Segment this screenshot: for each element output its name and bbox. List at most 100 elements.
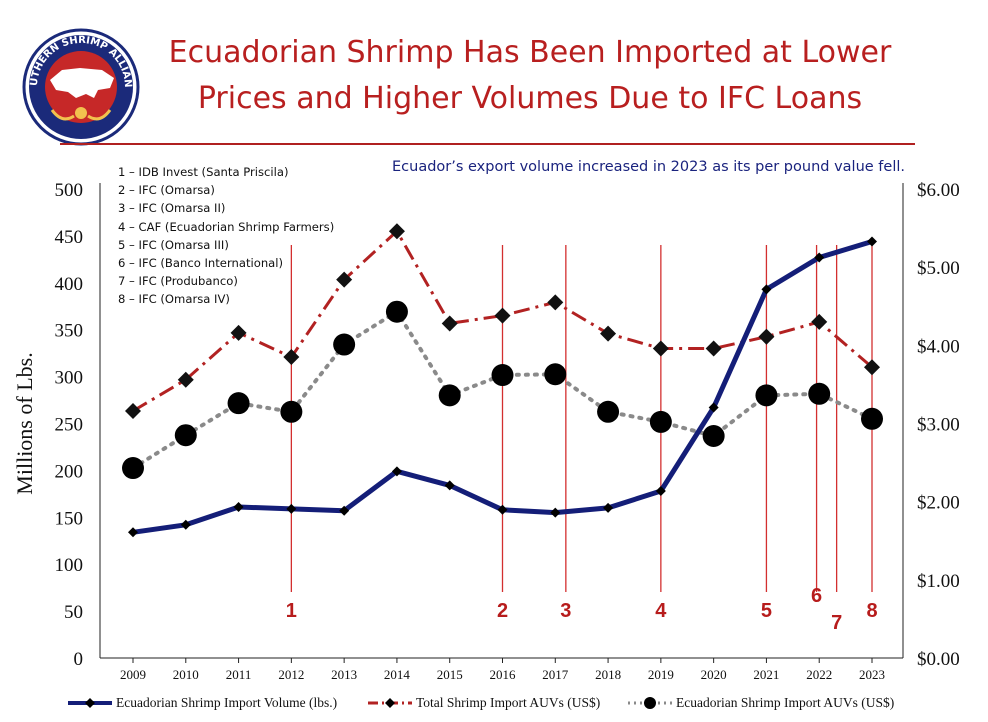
y-tick-label-left: 450 [55,227,84,248]
x-tick-label: 2020 [701,667,727,682]
volume-point [867,236,877,247]
loan-item-8: 8 – IFC (Omarsa IV) [118,292,230,307]
ecuador-auv-point [861,407,883,430]
title-divider [60,143,915,145]
event-marker-label: 6 [811,585,822,607]
event-marker-label: 8 [866,600,877,622]
event-marker-label: 4 [655,600,667,622]
y-tick-label-left: 100 [55,555,84,576]
x-tick-label: 2022 [806,667,832,682]
total-auv-point [494,307,511,324]
legend-label-total-auv: Total Shrimp Import AUVs (US$) [416,695,601,710]
volume-point [761,284,772,295]
ecuador-auv-point [174,424,197,447]
loan-item-2: 2 – IFC (Omarsa) [118,183,215,198]
total-auv-point [336,271,353,288]
y-tick-label-left: 400 [55,274,84,295]
y-tick-label-left: 200 [55,461,84,482]
loan-item-6: 6 – IFC (Banco International) [118,256,284,271]
legend-swatch-ecuador-auv [628,697,672,709]
volume-point [603,502,614,513]
ecuador-auv-point [808,382,831,405]
total-auv-point [758,328,775,345]
ecuador-auv-point [755,384,778,407]
total-auv-point [547,294,564,311]
total-auv-point [811,313,828,330]
chart-subtitle: Ecuador’s export volume increased in 202… [392,159,905,175]
volume-point [708,402,719,413]
x-tick-label: 2016 [490,667,517,682]
page-title: Ecuadorian Shrimp Has Been Imported at L… [150,30,910,122]
total-auv-point [705,340,722,357]
southern-shrimp-alliance-logo: SOUTHERN SHRIMP ALLIANCE [22,28,140,146]
total-auv-point [652,340,669,357]
total-auv-point [230,324,247,341]
title-line-1: Ecuadorian Shrimp Has Been Imported at L… [168,35,892,70]
y-axis-title: Millions of Lbs. [12,352,37,494]
x-tick-label: 2021 [753,667,779,682]
ecuador-auv-point [227,392,250,415]
legend-label-ecuador-auv: Ecuadorian Shrimp Import AUVs (US$) [676,695,895,710]
loan-item-4: 4 – CAF (Ecuadorian Shrimp Farmers) [118,219,335,234]
ecuador-auv-point [491,364,514,387]
total-auv-point [125,402,141,419]
ecuador-auv-point [702,425,725,448]
volume-point [814,252,825,263]
y-tick-label-left: 0 [74,649,84,670]
total-auv-point [441,315,458,332]
loan-item-3: 3 – IFC (Omarsa II) [118,201,226,216]
legend-swatch-total-auv [368,698,412,708]
x-tick-label: 2017 [542,667,569,682]
event-marker-label: 1 [286,600,297,622]
y-tick-label-left: 50 [64,602,83,623]
x-tick-label: 2009 [120,667,146,682]
ecuador-auv-point [544,363,567,386]
y-tick-label-right: $1.00 [917,571,960,592]
ecuador-auv-point [597,400,620,423]
chart-canvas: 0 50 100 150 200 250 300 350 400 450 500 $0.00 $1.00… [12,180,960,682]
event-marker-label: 3 [560,600,571,622]
y-tick-label-left: 150 [55,508,84,529]
volume-point [233,501,244,512]
ecuador-auv-point [333,333,356,356]
x-tick-label: 2010 [173,667,199,682]
title-line-2: Prices and Higher Volumes Due to IFC Loa… [197,81,863,116]
x-tick-label: 2015 [437,667,463,682]
volume-point [128,527,138,538]
x-tick-label: 2011 [226,667,252,682]
total-auv-point [283,349,300,366]
y-tick-label-left: 250 [55,415,84,436]
loan-item-5: 5 – IFC (Omarsa III) [118,237,229,252]
volume-point [339,505,350,516]
x-tick-label: 2023 [859,667,885,682]
volume-point [550,507,561,518]
total-auv-point [388,223,405,240]
y-tick-label-left: 350 [55,321,84,342]
total-auv-point [864,359,880,376]
x-tick-label: 2018 [595,667,621,682]
x-tick-label: 2019 [648,667,674,682]
x-tick-label: 2012 [278,667,304,682]
y-tick-label-right: $2.00 [917,493,960,514]
volume-point [180,519,191,530]
y-tick-label-left: 300 [55,368,84,389]
y-tick-label-right: $4.00 [917,336,960,357]
volume-point [286,503,297,514]
loan-item-7: 7 – IFC (Produbanco) [118,274,238,289]
event-marker-label: 7 [831,612,842,634]
y-tick-label-right: $3.00 [917,415,960,436]
y-tick-label-right: $0.00 [917,649,960,670]
legend-item-ecuador-auv: Ecuadorian Shrimp Import AUVs (US$) [628,690,894,716]
ecuador-auv-point [438,384,461,407]
ecuador-auv-point [385,300,408,323]
y-tick-label-right: $5.00 [917,258,960,279]
volume-point [444,480,455,491]
legend-swatch-volume [68,698,112,708]
legend-item-total-auv: Total Shrimp Import AUVs (US$) [368,690,600,716]
x-tick-label: 2014 [384,667,411,682]
legend-label-volume: Ecuadorian Shrimp Import Volume (lbs.) [116,695,338,710]
ecuador-auv-point [122,457,144,480]
event-marker-label: 2 [497,600,508,622]
loan-item-1: 1 – IDB Invest (Santa Priscila) [118,165,289,179]
